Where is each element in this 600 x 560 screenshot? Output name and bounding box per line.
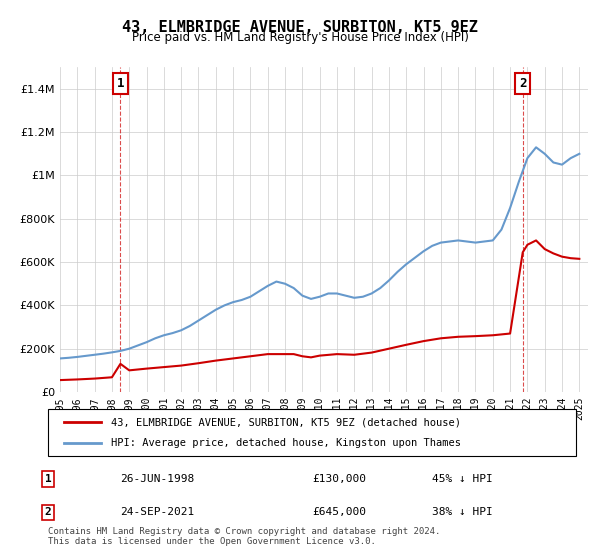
FancyBboxPatch shape bbox=[48, 409, 576, 456]
Text: Price paid vs. HM Land Registry's House Price Index (HPI): Price paid vs. HM Land Registry's House … bbox=[131, 31, 469, 44]
Text: Contains HM Land Registry data © Crown copyright and database right 2024.
This d: Contains HM Land Registry data © Crown c… bbox=[48, 526, 440, 546]
Text: 1: 1 bbox=[116, 77, 124, 90]
Text: 24-SEP-2021: 24-SEP-2021 bbox=[120, 507, 194, 517]
Text: 2: 2 bbox=[519, 77, 526, 90]
Text: 45% ↓ HPI: 45% ↓ HPI bbox=[432, 474, 493, 484]
Text: 38% ↓ HPI: 38% ↓ HPI bbox=[432, 507, 493, 517]
Text: 43, ELMBRIDGE AVENUE, SURBITON, KT5 9EZ: 43, ELMBRIDGE AVENUE, SURBITON, KT5 9EZ bbox=[122, 20, 478, 35]
Text: 43, ELMBRIDGE AVENUE, SURBITON, KT5 9EZ (detached house): 43, ELMBRIDGE AVENUE, SURBITON, KT5 9EZ … bbox=[112, 417, 461, 427]
Text: HPI: Average price, detached house, Kingston upon Thames: HPI: Average price, detached house, King… bbox=[112, 438, 461, 448]
Text: £130,000: £130,000 bbox=[312, 474, 366, 484]
Text: 2: 2 bbox=[44, 507, 52, 517]
Text: £645,000: £645,000 bbox=[312, 507, 366, 517]
Text: 26-JUN-1998: 26-JUN-1998 bbox=[120, 474, 194, 484]
Text: 1: 1 bbox=[44, 474, 52, 484]
